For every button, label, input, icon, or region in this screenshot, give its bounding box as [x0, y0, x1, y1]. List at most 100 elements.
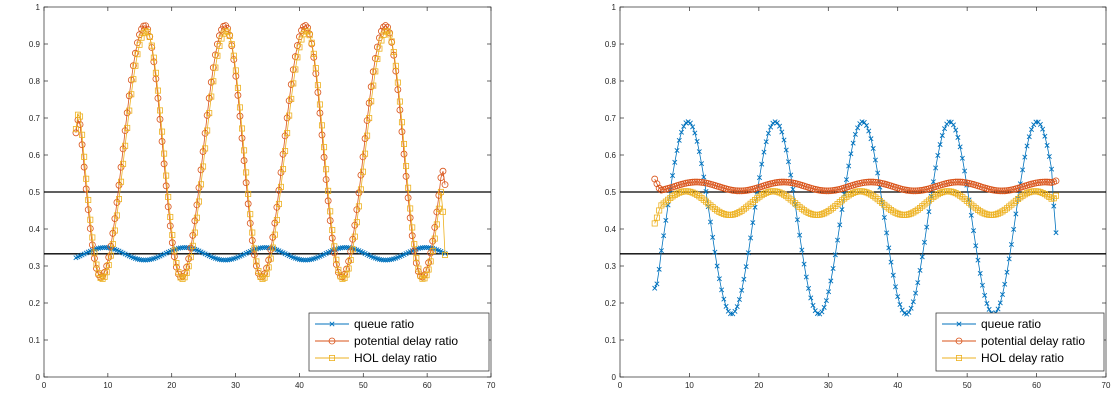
- data-point: [839, 206, 845, 212]
- data-point: [185, 255, 193, 263]
- data-point: [1005, 186, 1013, 194]
- data-point: [72, 126, 79, 133]
- data-point: [958, 178, 966, 186]
- data-point: [316, 101, 323, 108]
- data-point: [739, 287, 745, 293]
- data-point: [956, 178, 964, 186]
- data-point: [400, 150, 408, 158]
- data-point: [109, 241, 116, 248]
- data-point: [982, 292, 988, 298]
- series-queue-ratio: [73, 244, 448, 263]
- data-point: [425, 259, 433, 267]
- data-point: [435, 191, 443, 199]
- data-point: [663, 217, 669, 223]
- data-point: [1034, 179, 1042, 187]
- data-point: [339, 245, 346, 251]
- legend-marker: [329, 321, 335, 327]
- data-point: [710, 234, 716, 240]
- data-point: [977, 270, 983, 276]
- data-point: [211, 51, 219, 59]
- data-point: [181, 274, 188, 281]
- data-point: [85, 196, 92, 203]
- data-point: [326, 217, 334, 224]
- data-point: [901, 186, 908, 194]
- data-point: [979, 282, 985, 288]
- series-HOL-delay-ratio: [72, 28, 449, 282]
- legend-label: queue ratio: [354, 317, 414, 331]
- data-point: [239, 125, 246, 132]
- data-point: [238, 134, 246, 142]
- data-point: [200, 163, 207, 170]
- data-point: [1020, 167, 1026, 173]
- data-point: [926, 209, 932, 215]
- data-point: [107, 252, 114, 259]
- data-point: [681, 123, 687, 129]
- data-point: [122, 142, 129, 149]
- data-point: [794, 217, 800, 223]
- data-point: [884, 230, 890, 236]
- data-point: [719, 287, 725, 293]
- y-tick-label: 0.1: [29, 336, 41, 345]
- data-point: [1001, 187, 1009, 195]
- data-point: [126, 107, 133, 114]
- data-point: [113, 212, 120, 219]
- data-point: [419, 245, 425, 251]
- data-point: [937, 142, 943, 148]
- data-point: [298, 257, 305, 263]
- data-point: [994, 187, 1002, 195]
- data-point: [696, 149, 702, 155]
- data-point: [903, 186, 911, 194]
- data-point: [380, 31, 387, 38]
- data-point: [154, 87, 161, 94]
- data-point: [947, 179, 955, 186]
- y-tick-label: 0.9: [605, 40, 617, 49]
- data-point: [218, 257, 225, 263]
- data-point: [360, 168, 367, 175]
- data-point: [158, 138, 166, 145]
- data-point: [130, 76, 137, 83]
- data-point: [814, 186, 821, 194]
- data-point: [142, 28, 149, 35]
- x-tick-label: 50: [963, 381, 972, 390]
- data-point: [442, 251, 449, 258]
- data-point: [773, 179, 781, 186]
- data-point: [1042, 133, 1048, 139]
- data-point: [686, 179, 694, 186]
- data-point: [342, 244, 348, 251]
- left-plot: 0 10 20 30 40 50 60 70 0 0.1 0.2 0.3 0.4 0.5 0.6 0.7 0.8…: [29, 3, 496, 390]
- data-point: [355, 189, 363, 197]
- data-point: [777, 123, 783, 129]
- data-point: [301, 257, 307, 263]
- data-point: [277, 169, 285, 176]
- legend-label: potential delay ratio: [354, 334, 458, 348]
- data-point: [77, 113, 84, 120]
- data-point: [995, 306, 1001, 312]
- data-point: [365, 99, 373, 107]
- data-point: [79, 131, 86, 138]
- data-point: [236, 104, 243, 111]
- data-point: [957, 144, 963, 150]
- data-point: [314, 89, 322, 96]
- data-point: [801, 261, 807, 267]
- data-point: [246, 219, 254, 227]
- data-point: [321, 144, 328, 151]
- data-point: [275, 200, 282, 207]
- data-point: [785, 178, 792, 186]
- data-point: [74, 111, 81, 118]
- data-point: [333, 256, 340, 263]
- data-point: [437, 188, 444, 195]
- data-point: [159, 128, 166, 135]
- data-point: [731, 187, 739, 195]
- data-point: [288, 95, 295, 102]
- data-point: [435, 205, 442, 212]
- data-point: [234, 84, 241, 91]
- data-point: [306, 32, 313, 39]
- legend: queue ratio potential delay ratio HOL dela…: [308, 312, 490, 372]
- data-point: [89, 234, 96, 241]
- data-point: [180, 245, 186, 251]
- data-point: [351, 233, 358, 240]
- data-point: [1041, 178, 1049, 186]
- data-point: [653, 180, 661, 188]
- data-point: [247, 211, 254, 218]
- data-point: [146, 33, 153, 40]
